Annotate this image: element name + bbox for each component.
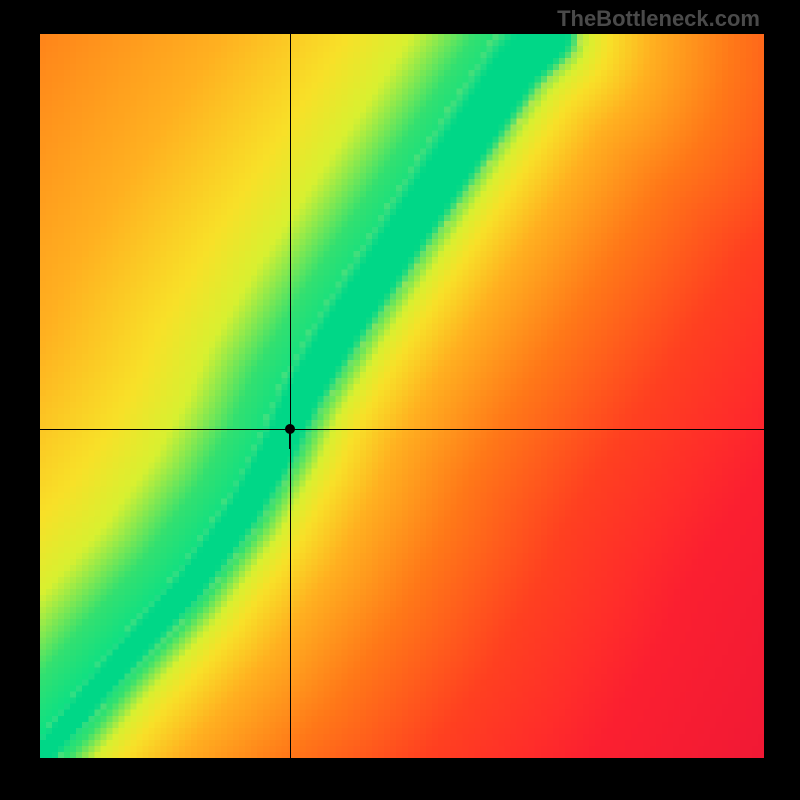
watermark-text: TheBottleneck.com [557, 6, 760, 32]
marker-tick [289, 429, 291, 449]
crosshair-vertical [290, 34, 291, 758]
crosshair-horizontal [40, 429, 764, 430]
heatmap-plot [40, 34, 764, 758]
heatmap-canvas [40, 34, 764, 758]
